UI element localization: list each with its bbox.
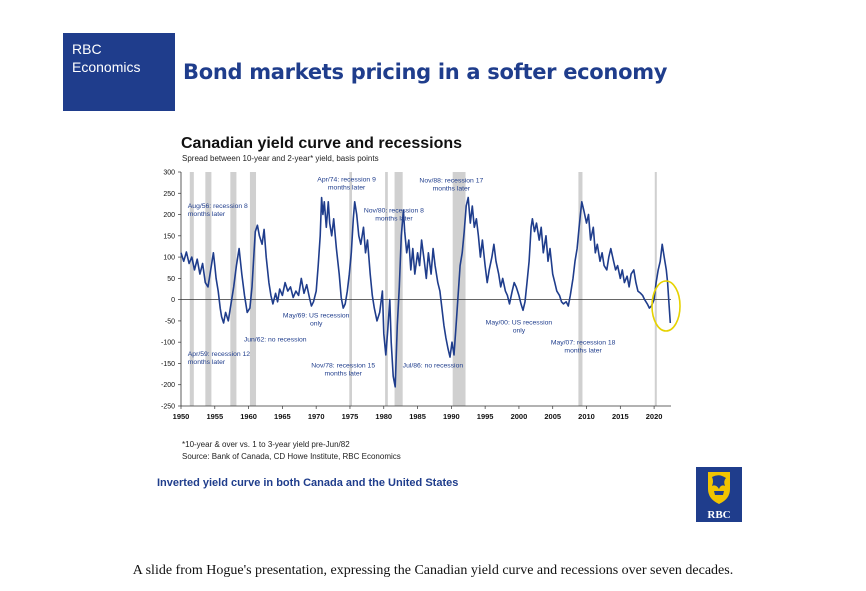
y-tick-label: 150 <box>163 233 175 240</box>
x-tick-label: 2000 <box>511 412 528 421</box>
chart-axes: 300250200150100500-50-100-150-200-250195… <box>161 170 671 421</box>
annotation-label: May/00: US recession only <box>486 319 553 334</box>
footnote-definition: *10-year & over vs. 1 to 3-year yield pr… <box>182 440 350 449</box>
annotation-label: May/69: US recession only <box>283 313 350 328</box>
rbc-logo-text: RBC <box>707 509 730 521</box>
x-tick-label: 1980 <box>375 412 392 421</box>
slide-conclusion: Inverted yield curve in both Canada and … <box>157 477 459 489</box>
annotation-label: Apr/74: recession 9 months later <box>317 176 376 191</box>
y-tick-label: -50 <box>165 318 175 325</box>
annotation-label: Jul/86: no recession <box>403 363 464 370</box>
slide-title: Bond markets pricing in a softer economy <box>183 60 668 84</box>
brand-line-1: RBC <box>72 41 102 57</box>
y-tick-label: 250 <box>163 191 175 198</box>
y-tick-label: 0 <box>171 297 175 304</box>
recession-band <box>349 172 352 406</box>
x-tick-label: 1960 <box>240 412 257 421</box>
footnote-source: Source: Bank of Canada, CD Howe Institut… <box>182 452 401 461</box>
chart-footnotes: *10-year & over vs. 1 to 3-year yield pr… <box>182 439 401 463</box>
yield-curve-chart: Canadian yield curve and recessions Spre… <box>161 135 681 421</box>
x-tick-label: 2015 <box>612 412 629 421</box>
recession-band <box>578 172 583 406</box>
annotation-label: Aug/56: recession 8 months later <box>188 203 248 218</box>
rbc-logo: RBC <box>696 467 742 522</box>
image-caption: A slide from Hogue's presentation, expre… <box>132 563 734 578</box>
y-tick-label: -200 <box>161 382 175 389</box>
x-tick-label: 1950 <box>173 412 190 421</box>
x-tick-label: 1990 <box>443 412 460 421</box>
chart-title: Canadian yield curve and recessions <box>181 135 462 152</box>
x-tick-label: 1965 <box>274 412 291 421</box>
x-tick-label: 1975 <box>342 412 359 421</box>
x-tick-label: 1970 <box>308 412 325 421</box>
recession-band <box>189 172 194 406</box>
series-layer <box>180 196 672 388</box>
annotation-layer: Aug/56: recession 8 months later Apr/74: r… <box>188 176 616 377</box>
annotation-label: Nov/78: recession 15 months later <box>311 363 375 378</box>
rbc-lion-shield-icon <box>708 472 730 504</box>
x-tick-label: 2010 <box>578 412 595 421</box>
recent-inversion-highlight <box>651 280 681 332</box>
x-tick-label: 1995 <box>477 412 494 421</box>
recession-band <box>249 172 257 406</box>
recession-band <box>385 172 388 406</box>
yield-spread-line <box>180 196 672 388</box>
annotation-label: Nov/88: recession 17 months later <box>419 178 483 193</box>
y-tick-label: -250 <box>161 404 175 411</box>
x-tick-label: 2020 <box>646 412 663 421</box>
recession-band <box>205 172 212 406</box>
brand-line-2: Economics <box>72 59 141 75</box>
rbc-economics-banner: RBC Economics <box>63 33 175 111</box>
y-tick-label: 200 <box>163 212 175 219</box>
x-tick-label: 2005 <box>544 412 561 421</box>
annotation-label: Jun/62: no recession <box>244 336 307 343</box>
annotation-label: May/07: recession 18 months later <box>551 339 616 354</box>
x-tick-label: 1955 <box>206 412 223 421</box>
y-tick-label: -100 <box>161 340 175 347</box>
y-tick-label: -150 <box>161 361 175 368</box>
x-tick-label: 1985 <box>409 412 426 421</box>
y-tick-label: 50 <box>167 276 175 283</box>
annotation-label: Nov/80: recession 8 months later <box>364 207 424 222</box>
y-tick-label: 100 <box>163 255 175 262</box>
chart-subtitle: Spread between 10-year and 2-year* yield… <box>182 154 379 163</box>
annotation-label: Apr/59: recession 12 months later <box>188 351 251 366</box>
y-tick-label: 300 <box>163 170 175 177</box>
